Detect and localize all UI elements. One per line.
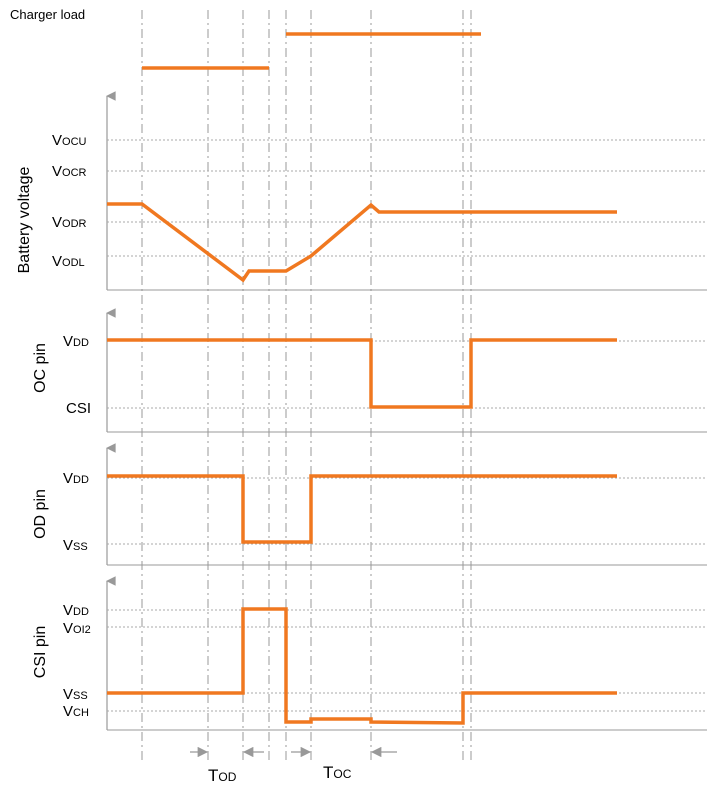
level-label-csi-vch: VCH: [63, 703, 89, 720]
signal-waveforms: [107, 32, 617, 725]
level-label-csi-vss: VSS: [63, 686, 88, 703]
level-label-vodr: VODR: [52, 214, 87, 231]
level-label-od-vss: VSS: [63, 537, 88, 554]
oc-pin-axis-title: OC pin: [32, 343, 49, 393]
od-pin-trace: [107, 474, 617, 544]
time-marker-lines: [141, 10, 472, 760]
level-label-vocu: VOCU: [52, 132, 87, 149]
oc-pin-trace: [107, 338, 617, 409]
level-label-vodl: VODL: [52, 253, 85, 270]
level-label-csi-vdd: VDD: [63, 602, 89, 619]
level-label-vocr: VOCR: [52, 163, 87, 180]
charger-load-label: Charger load: [10, 7, 85, 22]
tod-label: TOD: [208, 766, 237, 785]
level-gridlines: [107, 139, 707, 712]
level-label-oc-csi: CSI: [66, 400, 91, 417]
toc-label: TOC: [323, 763, 352, 782]
level-labels: VOCU VOCR VODR VODL VDD CSI VDD VSS VDD …: [52, 132, 91, 720]
battery-voltage-trace: [107, 202, 617, 283]
level-label-csi-voi2: VOI2: [63, 620, 91, 637]
od-pin-axis-title: OD pin: [32, 489, 49, 539]
panel-axes: [106, 91, 707, 731]
level-label-oc-vdd: VDD: [63, 333, 89, 350]
level-label-od-vdd: VDD: [63, 470, 89, 487]
csi-pin-axis-title: CSI pin: [32, 626, 49, 678]
csi-pin-trace: [107, 607, 617, 725]
battery-voltage-axis-title: Battery voltage: [16, 167, 33, 274]
